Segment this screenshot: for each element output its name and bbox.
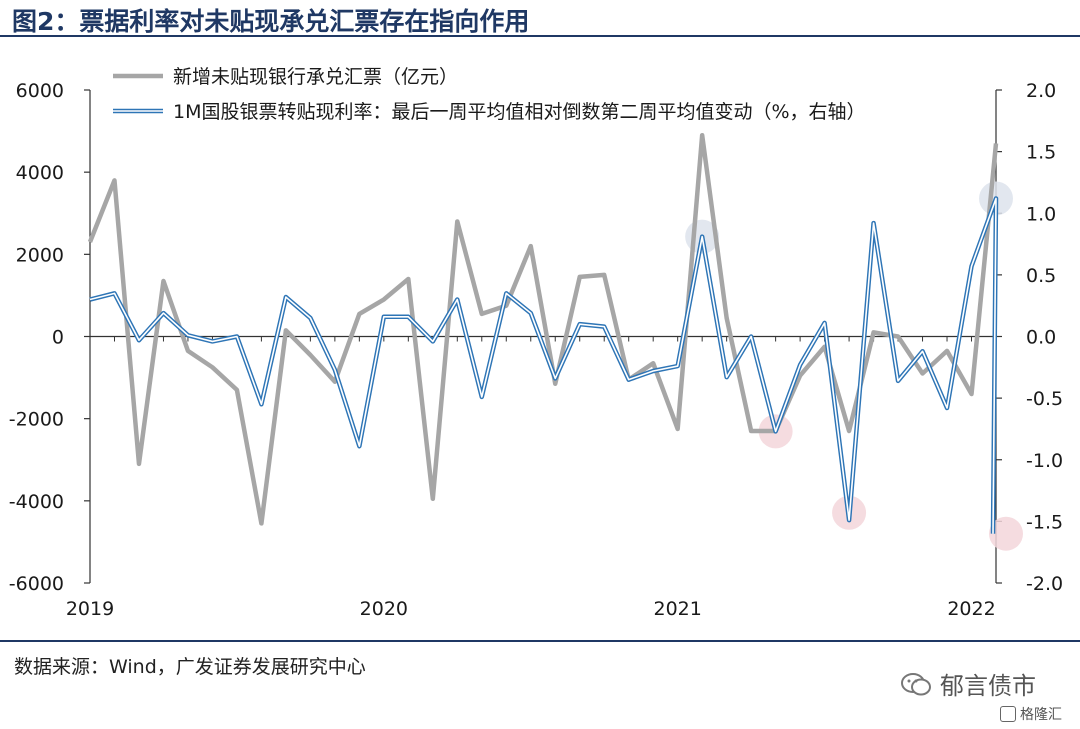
chart: 6000 4000 2000 0 -2000 -4000 -6000 2.0 1.5 1.0 0.5…	[9, 66, 1063, 620]
wechat-icon	[901, 672, 931, 695]
x-tick-label: 2020	[360, 598, 408, 620]
left-tick-label: -6000	[9, 573, 64, 595]
source-note: 数据来源：Wind，广发证券发展研究中心	[14, 656, 366, 678]
legend-label-blue: 1M国股银票转贴现利率：最后一周平均值相对倒数第二周平均值变动（%，右轴）	[173, 101, 866, 123]
series-line-discount-rate-inner	[89, 197, 997, 534]
right-tick-label: -2.0	[1026, 573, 1063, 595]
highlight-circle	[989, 516, 1023, 551]
chart-title: 图2：票据利率对未贴现承兑汇票存在指向作用	[12, 7, 530, 36]
watermark-sub-text: 格隆汇	[1020, 707, 1062, 723]
left-tick-label: 6000	[16, 80, 64, 102]
x-tick-label: 2022	[947, 598, 995, 620]
left-tick-label: 0	[52, 327, 64, 349]
left-tick-label: 4000	[16, 162, 64, 184]
right-tick-label: -1.0	[1026, 450, 1063, 472]
legend-label-gray: 新增未贴现银行承兑汇票（亿元）	[173, 66, 458, 88]
right-tick-label: 2.0	[1026, 80, 1056, 102]
left-tick-label: 2000	[16, 244, 64, 266]
watermark: 郁言债市	[900, 666, 1036, 701]
right-tick-label: -1.5	[1026, 511, 1063, 533]
right-tick-label: 0.0	[1026, 327, 1056, 349]
watermark-text: 郁言债市	[940, 672, 1036, 700]
x-tick-label: 2021	[653, 598, 701, 620]
gelonghui-icon	[1000, 706, 1016, 722]
title-rule	[0, 35, 1080, 37]
series-line-discount-rate	[89, 196, 999, 534]
left-tick-label: -4000	[9, 491, 64, 513]
right-tick-label: 1.0	[1026, 203, 1056, 225]
x-tick-label: 2019	[66, 598, 114, 620]
right-tick-label: -0.5	[1026, 388, 1063, 410]
series-line-unpaid-acceptance	[87, 132, 999, 526]
right-tick-label: 1.5	[1026, 142, 1056, 164]
left-tick-label: -2000	[9, 409, 64, 431]
watermark-sub: 格隆汇	[1000, 704, 1062, 724]
right-tick-label: 0.5	[1026, 265, 1056, 287]
footer-rule	[0, 640, 1080, 642]
